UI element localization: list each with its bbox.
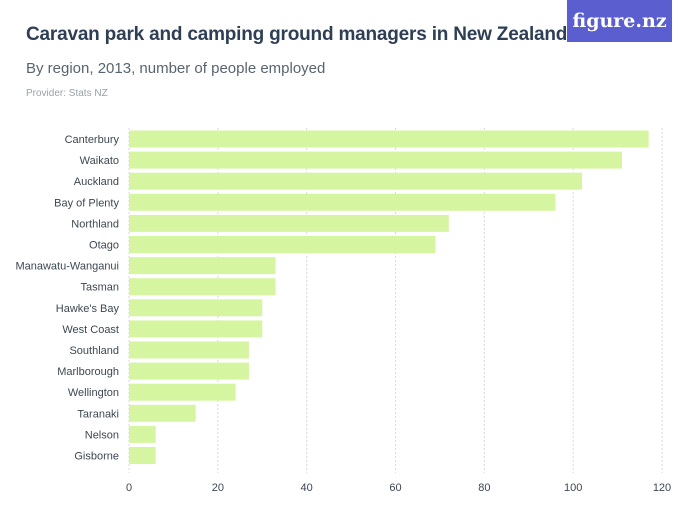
category-label: West Coast <box>62 324 119 336</box>
x-axis-ticks: 0 20 40 60 80 100 120 <box>126 482 671 494</box>
category-label: Wellington <box>68 387 119 399</box>
x-tick-label: 20 <box>212 482 224 494</box>
category-label: Bay of Plenty <box>54 197 119 209</box>
category-label: Canterbury <box>65 134 120 146</box>
category-label: Gisborne <box>74 451 119 463</box>
category-label: Taranaki <box>77 408 119 420</box>
category-label: Tasman <box>80 282 119 294</box>
chart-subtitle: By region, 2013, number of people employ… <box>26 60 326 77</box>
category-label: Nelson <box>85 429 119 441</box>
bar-marlborough[interactable] <box>129 362 249 380</box>
category-labels: Canterbury Waikato Auckland Bay of Plenty No… <box>15 134 119 463</box>
x-tick-label: 60 <box>389 482 401 494</box>
category-label: Marlborough <box>57 366 119 378</box>
category-label: Otago <box>89 240 119 252</box>
bar-southland[interactable] <box>129 341 249 359</box>
bar-bay-of-plenty[interactable] <box>129 193 556 211</box>
bars <box>129 130 649 464</box>
bar-northland[interactable] <box>129 214 449 232</box>
bar-manawatu-wanganui[interactable] <box>129 257 276 275</box>
bar-gisborne[interactable] <box>129 447 156 464</box>
provider-label: Provider: Stats NZ <box>26 88 108 99</box>
x-tick-label: 100 <box>564 482 582 494</box>
bar-canterbury[interactable] <box>129 130 649 148</box>
bar-otago[interactable] <box>129 236 436 253</box>
chart-title: Caravan park and camping ground managers… <box>26 24 568 45</box>
bar-hawke-s-bay[interactable] <box>129 299 263 317</box>
bar-wellington[interactable] <box>129 383 236 401</box>
bar-taranaki[interactable] <box>129 404 196 422</box>
x-tick-label: 120 <box>653 482 671 494</box>
category-label: Waikato <box>80 155 119 167</box>
category-label: Auckland <box>74 176 119 188</box>
figure-nz-logo[interactable]: figure.nz <box>567 0 672 42</box>
bar-waikato[interactable] <box>129 151 623 169</box>
x-tick-label: 40 <box>301 482 313 494</box>
category-label: Northland <box>71 218 119 230</box>
bar-nelson[interactable] <box>129 425 156 443</box>
bar-tasman[interactable] <box>129 278 276 296</box>
x-tick-label: 0 <box>126 482 132 494</box>
bar-auckland[interactable] <box>129 172 583 190</box>
category-label: Manawatu-Wanganui <box>15 261 119 273</box>
category-label: Southland <box>69 345 119 357</box>
bar-west-coast[interactable] <box>129 320 263 338</box>
category-label: Hawke's Bay <box>56 303 120 315</box>
x-tick-label: 80 <box>478 482 490 494</box>
